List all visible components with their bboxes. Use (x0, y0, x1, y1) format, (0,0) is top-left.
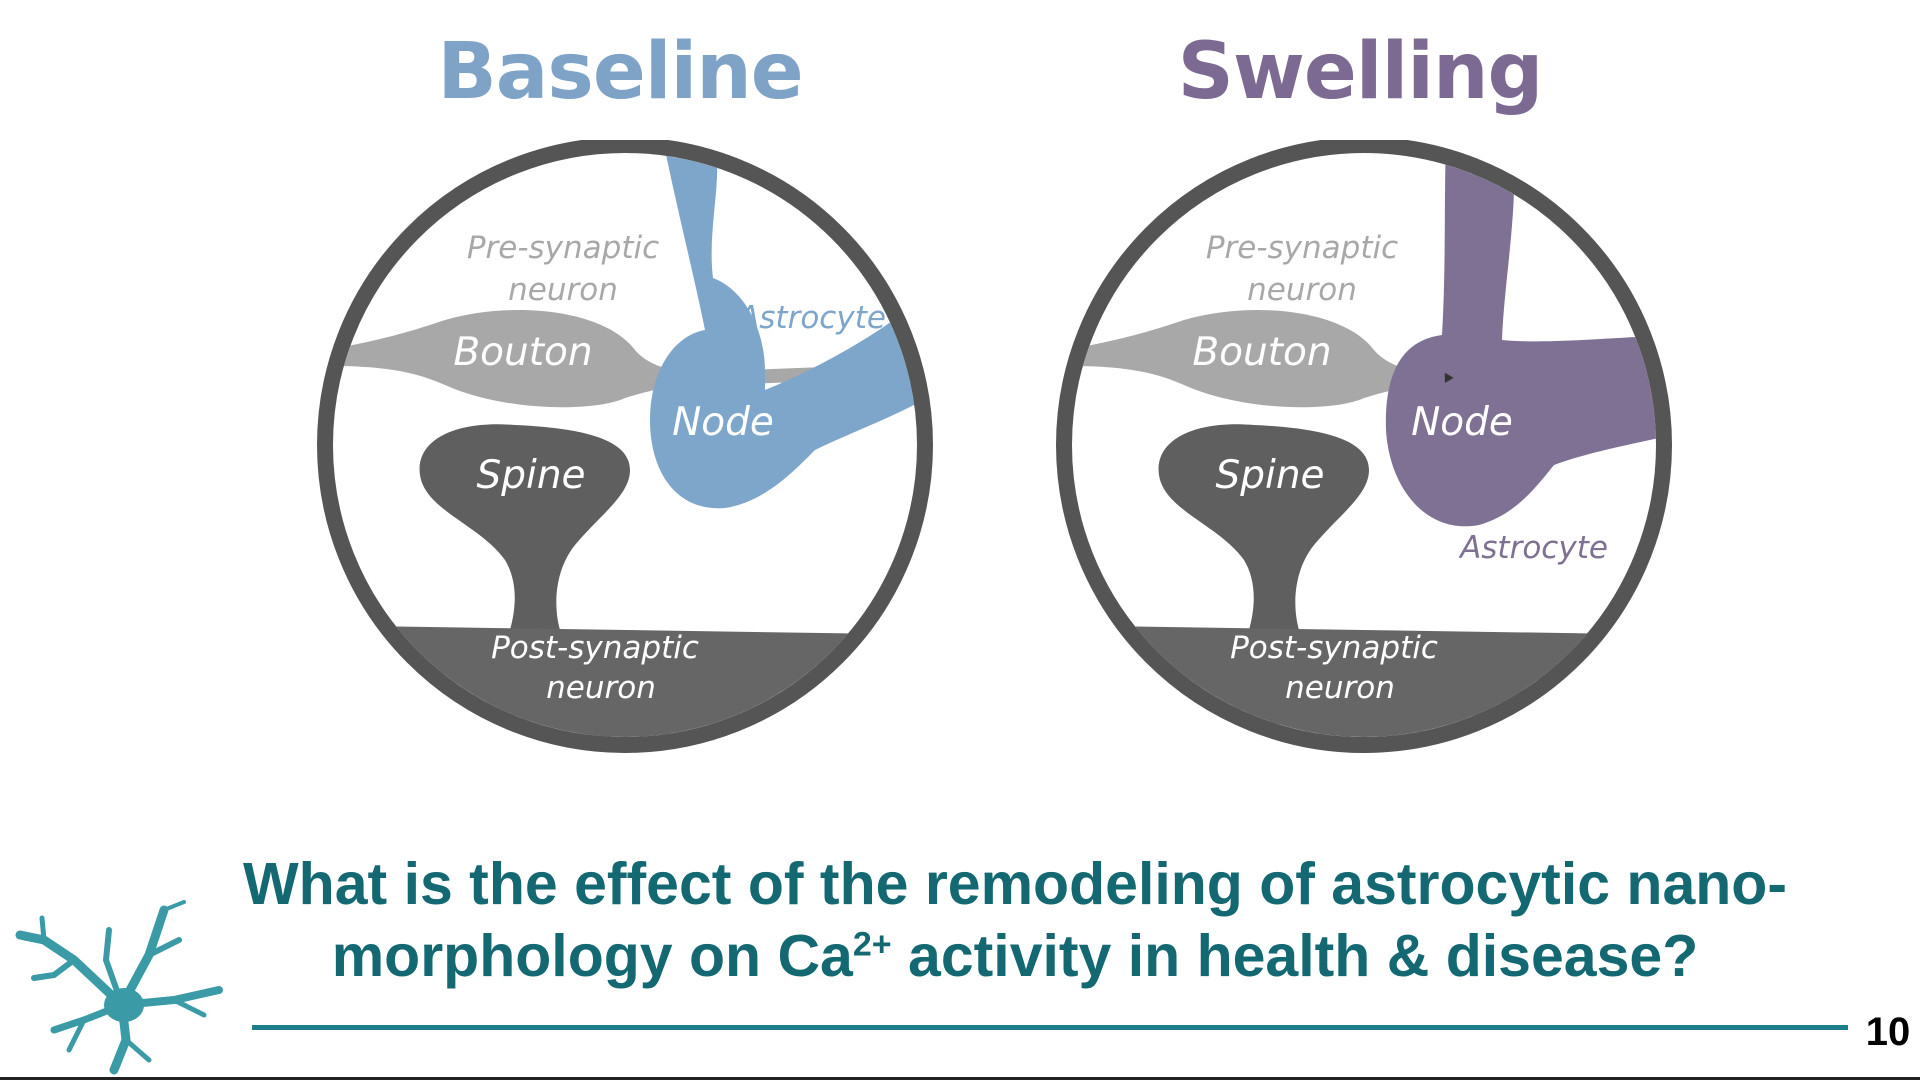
baseline-node-label: Node (672, 400, 774, 445)
footer-divider (252, 1025, 1848, 1030)
baseline-circle-outline (317, 140, 933, 753)
baseline-title: Baseline (437, 27, 803, 117)
swelling-bouton-label: Bouton (1192, 330, 1331, 375)
research-question: What is the effect of the remodeling of … (170, 848, 1860, 992)
swelling-astrocyte-shape (1385, 153, 1656, 527)
baseline-presynaptic-label-2: neuron (508, 272, 618, 308)
question-line-1: What is the effect of the remodeling of … (243, 851, 1787, 917)
baseline-astrocyte-label: Astrocyte (736, 300, 886, 336)
swelling-circle-outline (1056, 140, 1672, 753)
baseline-postsynaptic-label-2: neuron (546, 670, 656, 706)
question-line-2-end: activity in health & disease? (891, 923, 1699, 989)
swelling-presynaptic-label-2: neuron (1247, 272, 1357, 308)
baseline-spine-shape (419, 424, 630, 630)
swelling-presynaptic-label-1: Pre-synaptic (1206, 230, 1398, 266)
calcium-charge-superscript: 2+ (852, 925, 892, 964)
baseline-bouton-shape (333, 310, 917, 408)
swelling-spine-shape (1158, 424, 1369, 630)
window-bottom-border (0, 1077, 1920, 1080)
astrocyte-cell-icon (15, 900, 223, 1075)
question-line-2-start: morphology on Ca (331, 923, 853, 989)
question-line-2: morphology on Ca2+ activity in health & … (170, 920, 1860, 992)
swelling-diagram: Pre-synaptic neuron Bouton Astrocyte Nod… (1056, 140, 1672, 753)
baseline-postsynaptic-label-1: Post-synaptic (491, 630, 699, 666)
swelling-node-label: Node (1411, 400, 1513, 445)
swelling-title: Swelling (1177, 27, 1544, 117)
baseline-spine-label: Spine (476, 453, 585, 498)
baseline-presynaptic-label-1: Pre-synaptic (467, 230, 659, 266)
swelling-circle-background (1064, 145, 1664, 745)
swelling-astrocyte-label: Astrocyte (1458, 530, 1608, 566)
swelling-postsynaptic-label-1: Post-synaptic (1230, 630, 1438, 666)
baseline-bouton-label: Bouton (453, 330, 592, 375)
baseline-astrocyte-shape (650, 153, 917, 509)
page-number: 10 (1865, 1010, 1911, 1054)
swelling-bouton-shape (1072, 310, 1454, 408)
baseline-diagram: Pre-synaptic neuron Bouton Astrocyte Nod… (317, 140, 933, 753)
swelling-spine-label: Spine (1215, 453, 1324, 498)
baseline-circle-background (325, 145, 925, 745)
swelling-postsynaptic-label-2: neuron (1285, 670, 1395, 706)
